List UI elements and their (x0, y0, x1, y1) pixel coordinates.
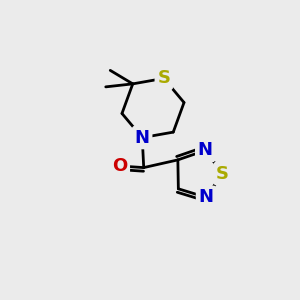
Text: N: N (198, 142, 213, 160)
Text: N: N (135, 129, 150, 147)
Text: S: S (157, 69, 170, 87)
Text: S: S (216, 165, 229, 183)
Text: O: O (112, 157, 128, 175)
Text: N: N (199, 188, 214, 206)
